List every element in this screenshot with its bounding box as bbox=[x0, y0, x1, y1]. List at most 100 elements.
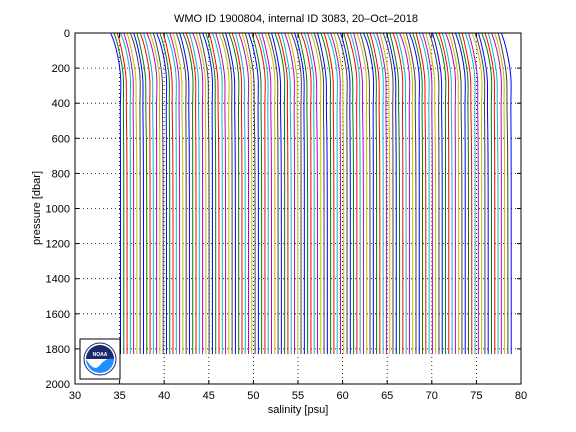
profile-line bbox=[340, 32, 351, 355]
profile-line bbox=[123, 32, 135, 355]
profile-line bbox=[212, 32, 223, 355]
profile-line bbox=[189, 32, 200, 355]
profile-line bbox=[136, 32, 148, 355]
profile-line bbox=[261, 32, 273, 355]
profile-line bbox=[320, 32, 332, 355]
profile-line bbox=[418, 32, 430, 355]
profile-line bbox=[290, 32, 302, 355]
profile-line bbox=[297, 32, 309, 355]
profile-line bbox=[215, 32, 227, 355]
profile-line bbox=[415, 32, 427, 355]
profile-line bbox=[208, 32, 220, 355]
profile-line bbox=[277, 32, 289, 355]
profile-line bbox=[113, 32, 125, 355]
logo-text: NOAA bbox=[93, 352, 108, 358]
profile-line bbox=[202, 32, 213, 355]
profile-line bbox=[458, 32, 470, 355]
profile-line bbox=[152, 32, 164, 355]
profile-line bbox=[477, 32, 489, 355]
x-tick-label: 55 bbox=[292, 390, 304, 402]
profile-line bbox=[307, 32, 318, 355]
profile-line bbox=[454, 32, 466, 355]
profile-line bbox=[399, 32, 411, 355]
x-tick-label: 35 bbox=[113, 390, 125, 402]
profile-line bbox=[497, 32, 509, 355]
profile-line bbox=[356, 32, 368, 355]
y-tick-label: 1600 bbox=[46, 309, 70, 321]
noaa-logo: NOAA bbox=[79, 338, 121, 380]
profile-line bbox=[500, 32, 512, 355]
profile-line bbox=[386, 32, 397, 355]
profile-line bbox=[491, 32, 502, 355]
profile-line bbox=[175, 32, 187, 355]
profile-line bbox=[303, 32, 315, 355]
profile-line bbox=[267, 32, 279, 355]
profile-line bbox=[441, 32, 453, 355]
profile-line bbox=[238, 32, 250, 355]
x-tick-label: 60 bbox=[336, 390, 348, 402]
profile-line bbox=[159, 32, 171, 355]
profile-line bbox=[422, 32, 433, 355]
profile-line bbox=[280, 32, 292, 355]
profile-line bbox=[133, 32, 144, 355]
x-tick-label: 70 bbox=[426, 390, 438, 402]
profile-line bbox=[172, 32, 184, 355]
profile-line bbox=[408, 32, 420, 355]
y-tick-label: 1200 bbox=[46, 239, 70, 251]
y-tick-label: 1800 bbox=[46, 344, 70, 356]
profile-line bbox=[487, 32, 499, 355]
profile-line bbox=[287, 32, 299, 355]
profile-line bbox=[382, 32, 394, 355]
profile-line bbox=[205, 32, 217, 355]
profile-line bbox=[484, 32, 496, 355]
profile-line bbox=[317, 32, 328, 355]
profile-line bbox=[264, 32, 276, 355]
profile-line bbox=[221, 32, 233, 355]
y-tick-label: 1400 bbox=[46, 274, 70, 286]
profile-line bbox=[234, 32, 246, 355]
profile-line bbox=[116, 32, 128, 355]
profile-line bbox=[228, 32, 240, 355]
profile-line bbox=[182, 32, 194, 355]
profile-line bbox=[346, 32, 358, 355]
profile-line bbox=[445, 32, 457, 355]
y-tick-label: 2000 bbox=[46, 379, 70, 391]
profile-line bbox=[376, 32, 387, 355]
profile-line bbox=[369, 32, 381, 355]
profile-line bbox=[448, 32, 460, 355]
y-tick-label: 400 bbox=[52, 98, 70, 110]
profile-line bbox=[310, 32, 322, 355]
profile-line bbox=[428, 32, 440, 355]
profile-line bbox=[143, 32, 154, 355]
x-tick-label: 50 bbox=[247, 390, 259, 402]
profile-line bbox=[218, 32, 230, 355]
x-tick-label: 65 bbox=[381, 390, 393, 402]
profile-line bbox=[412, 32, 424, 355]
y-tick-label: 1000 bbox=[46, 204, 70, 216]
x-tick-label: 30 bbox=[69, 390, 81, 402]
profile-line bbox=[129, 32, 141, 355]
profile-line bbox=[313, 32, 325, 355]
profile-line bbox=[110, 32, 122, 355]
profile-line bbox=[366, 32, 378, 355]
profile-line bbox=[179, 32, 190, 355]
profile-line bbox=[363, 32, 375, 355]
y-axis-label: pressure [dbar] bbox=[31, 171, 43, 245]
profile-line bbox=[162, 32, 174, 355]
logo-upper-half bbox=[86, 345, 114, 359]
profile-line bbox=[392, 32, 404, 355]
profile-line bbox=[349, 32, 361, 355]
profile-line bbox=[474, 32, 486, 355]
profile-line bbox=[231, 32, 243, 355]
profile-line bbox=[195, 32, 207, 355]
profile-line bbox=[271, 32, 282, 355]
profile-line bbox=[395, 32, 407, 355]
profile-line bbox=[185, 32, 197, 355]
y-tick-label: 800 bbox=[52, 168, 70, 180]
x-tick-label: 45 bbox=[203, 390, 215, 402]
profile-line bbox=[333, 32, 345, 355]
profile-line bbox=[169, 32, 181, 355]
y-tick-label: 600 bbox=[52, 133, 70, 145]
profile-line bbox=[330, 32, 341, 355]
